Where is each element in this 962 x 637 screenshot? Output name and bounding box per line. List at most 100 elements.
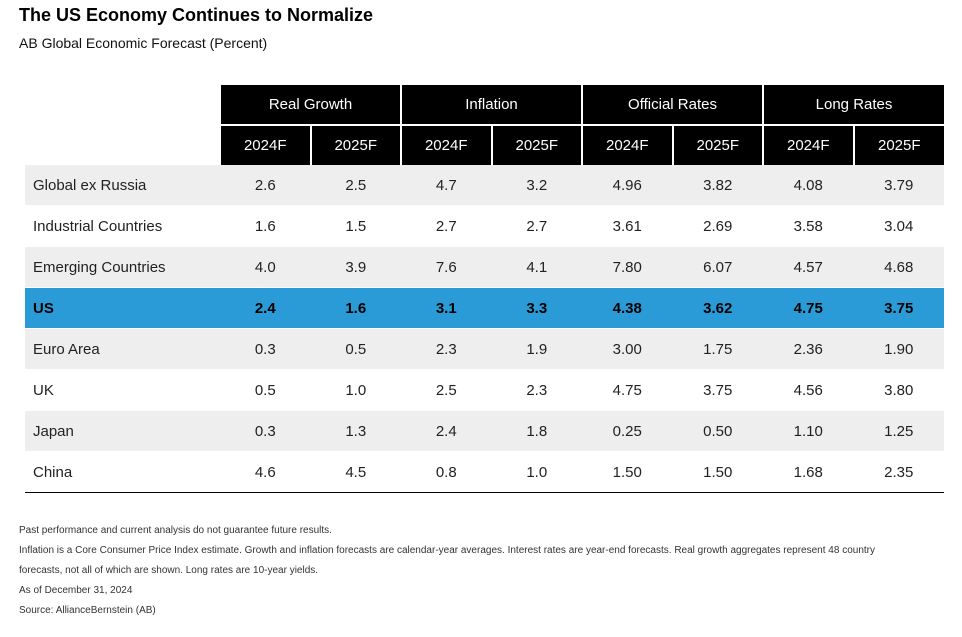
year-header: 2025F bbox=[490, 124, 583, 165]
table-cell: 3.2 bbox=[491, 165, 583, 206]
table-cell: 2.4 bbox=[401, 410, 492, 452]
table-cell: 2.6 bbox=[220, 165, 311, 206]
table-cell: 4.7 bbox=[401, 165, 492, 206]
table-cell: 0.3 bbox=[220, 328, 311, 370]
table-row: Global ex Russia 2.6 2.5 4.7 3.2 4.96 3.82 4.08… bbox=[25, 165, 945, 206]
table-cell: 2.3 bbox=[491, 369, 583, 411]
row-label: Global ex Russia bbox=[25, 165, 220, 206]
table-cell: 3.75 bbox=[672, 369, 764, 411]
group-header-real-growth: Real Growth bbox=[219, 85, 401, 125]
table-cell: 3.80 bbox=[853, 369, 945, 411]
row-label: Euro Area bbox=[25, 328, 220, 370]
table-cell: 4.75 bbox=[582, 369, 673, 411]
table-cell: 1.50 bbox=[672, 451, 764, 493]
header-corner bbox=[25, 85, 220, 125]
table-cell: 1.0 bbox=[310, 369, 401, 411]
page-title: The US Economy Continues to Normalize bbox=[19, 5, 374, 25]
table-cell: 3.04 bbox=[853, 205, 945, 247]
table-cell: 1.3 bbox=[310, 410, 401, 452]
table-cell: 1.90 bbox=[853, 328, 945, 370]
row-label: China bbox=[25, 451, 220, 493]
group-header-inflation: Inflation bbox=[399, 85, 583, 125]
table-cell: 1.5 bbox=[310, 205, 401, 247]
table-cell: 1.6 bbox=[310, 287, 401, 329]
table-cell: 0.25 bbox=[582, 410, 673, 452]
row-label: Japan bbox=[25, 410, 220, 452]
table-cell: 4.96 bbox=[582, 165, 673, 206]
table-cell: 4.56 bbox=[763, 369, 854, 411]
table-cell: 4.57 bbox=[763, 246, 854, 288]
table-cell: 0.50 bbox=[672, 410, 764, 452]
table-cell: 4.68 bbox=[853, 246, 945, 288]
table-cell: 3.79 bbox=[853, 165, 945, 206]
table-cell: 2.35 bbox=[853, 451, 945, 493]
table-cell: 3.61 bbox=[582, 205, 673, 247]
year-header: 2024F bbox=[581, 124, 673, 165]
table-cell: 3.75 bbox=[853, 287, 945, 329]
row-label: Emerging Countries bbox=[25, 246, 220, 288]
table-cell: 1.50 bbox=[582, 451, 673, 493]
table-cell: 2.69 bbox=[672, 205, 764, 247]
table-cell: 2.5 bbox=[310, 165, 401, 206]
table-cell: 2.7 bbox=[401, 205, 492, 247]
table-row: Emerging Countries 4.0 3.9 7.6 4.1 7.80 6.07 4.… bbox=[25, 246, 945, 288]
table-cell: 3.82 bbox=[672, 165, 764, 206]
year-header: 2025F bbox=[309, 124, 401, 165]
table-cell: 3.00 bbox=[582, 328, 673, 370]
group-header-official-rates: Official Rates bbox=[581, 85, 764, 125]
row-label: UK bbox=[25, 369, 220, 411]
page-subtitle: AB Global Economic Forecast (Percent) bbox=[19, 35, 268, 51]
table-row: UK 0.5 1.0 2.5 2.3 4.75 3.75 4.56 3.80 bbox=[25, 369, 945, 411]
forecast-table: Real Growth Inflation Official Rates Lon… bbox=[25, 85, 945, 493]
disclaimer-note: Past performance and current analysis do… bbox=[19, 525, 332, 536]
table-cell: 4.5 bbox=[310, 451, 401, 493]
table-row: Industrial Countries 1.6 1.5 2.7 2.7 3.61 2.69… bbox=[25, 205, 945, 247]
table-row: Euro Area 0.3 0.5 2.3 1.9 3.00 1.75 2.36 1.90 bbox=[25, 328, 945, 370]
table-row: China 4.6 4.5 0.8 1.0 1.50 1.50 1.68 2.35 bbox=[25, 451, 945, 493]
table-cell: 4.1 bbox=[491, 246, 583, 288]
table-cell: 1.6 bbox=[220, 205, 311, 247]
as-of-date: As of December 31, 2024 bbox=[19, 585, 133, 596]
table-cell: 3.3 bbox=[491, 287, 583, 329]
table-cell: 4.6 bbox=[220, 451, 311, 493]
source-note: Source: AllianceBernstein (AB) bbox=[19, 605, 156, 616]
table-cell: 4.0 bbox=[220, 246, 311, 288]
header-corner-lower bbox=[25, 125, 220, 165]
year-header: 2025F bbox=[852, 124, 945, 165]
year-header-row: 2024F 2025F 2024F 2025F 2024F 2025F 2024… bbox=[25, 124, 945, 165]
table-cell: 1.8 bbox=[491, 410, 583, 452]
year-header: 2024F bbox=[400, 124, 492, 165]
table-cell: 3.62 bbox=[672, 287, 764, 329]
table-cell: 3.9 bbox=[310, 246, 401, 288]
table-cell: 6.07 bbox=[672, 246, 764, 288]
table-cell: 2.5 bbox=[401, 369, 492, 411]
table-cell: 4.38 bbox=[582, 287, 673, 329]
table-cell: 0.5 bbox=[220, 369, 311, 411]
table-cell: 4.75 bbox=[763, 287, 854, 329]
methodology-note: Inflation is a Core Consumer Price Index… bbox=[19, 545, 875, 556]
group-header-long-rates: Long Rates bbox=[762, 85, 945, 125]
table-cell: 0.3 bbox=[220, 410, 311, 452]
table-cell: 1.68 bbox=[763, 451, 854, 493]
methodology-note-continued: forecasts, not all of which are shown. L… bbox=[19, 565, 319, 576]
year-header: 2024F bbox=[219, 124, 311, 165]
table-cell: 3.58 bbox=[763, 205, 854, 247]
year-header: 2024F bbox=[762, 124, 854, 165]
table-cell: 1.25 bbox=[853, 410, 945, 452]
group-header-row: Real Growth Inflation Official Rates Lon… bbox=[25, 85, 945, 125]
table-row: US 2.4 1.6 3.1 3.3 4.38 3.62 4.75 3.75 bbox=[25, 287, 945, 329]
footnotes: Past performance and current analysis do… bbox=[19, 521, 949, 621]
table-cell: 0.8 bbox=[401, 451, 492, 493]
table-cell: 1.75 bbox=[672, 328, 764, 370]
table-cell: 2.3 bbox=[401, 328, 492, 370]
table-cell: 3.1 bbox=[401, 287, 492, 329]
table-cell: 4.08 bbox=[763, 165, 854, 206]
table-cell: 1.0 bbox=[491, 451, 583, 493]
year-header: 2025F bbox=[671, 124, 764, 165]
row-label: Industrial Countries bbox=[25, 205, 220, 247]
table-cell: 7.80 bbox=[582, 246, 673, 288]
table-cell: 2.36 bbox=[763, 328, 854, 370]
table-cell: 0.5 bbox=[310, 328, 401, 370]
table-cell: 2.7 bbox=[491, 205, 583, 247]
table-cell: 1.10 bbox=[763, 410, 854, 452]
